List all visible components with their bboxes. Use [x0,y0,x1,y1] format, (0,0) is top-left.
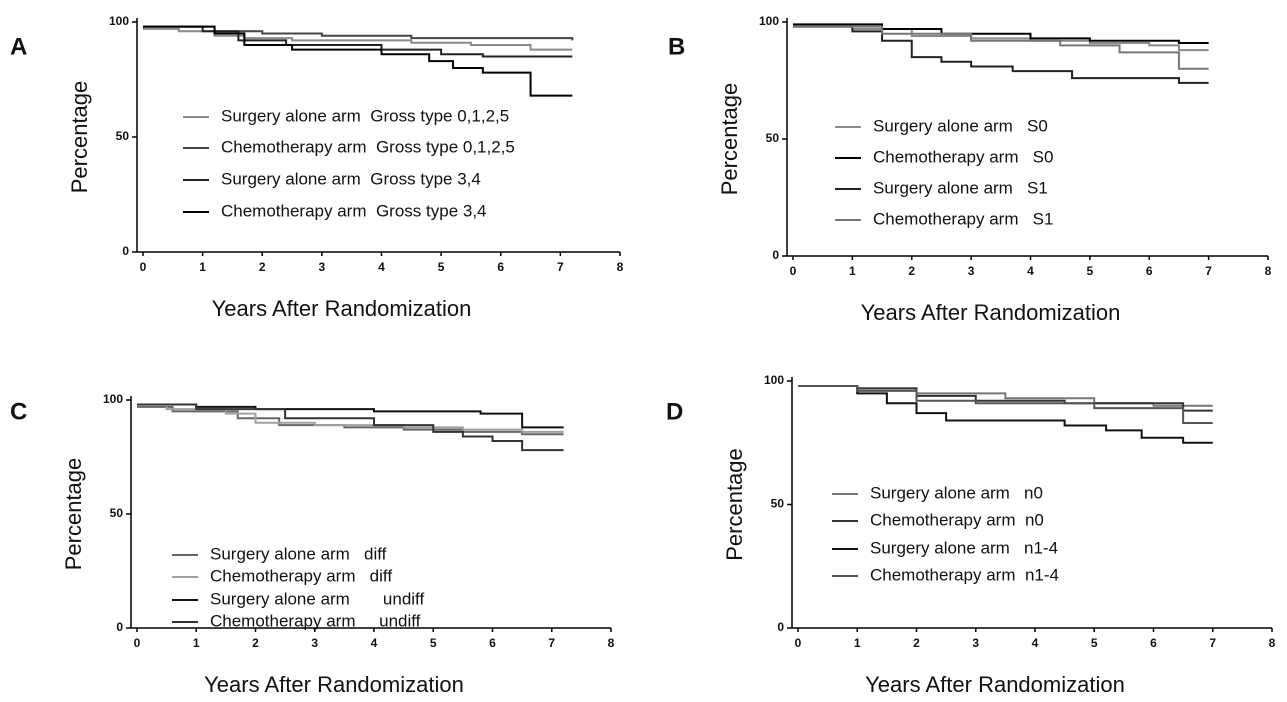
survival-curve [143,25,573,58]
y-tick-label: 100 [759,14,779,28]
x-tick-label: 6 [497,260,504,274]
x-tick-label: 5 [438,260,445,274]
x-tick-label: 3 [972,636,979,650]
survival-curve [798,384,1213,444]
legend-label: Chemotherapy arm S1 [873,209,1053,228]
legend-label: Surgery alone arm n0 [870,483,1043,502]
panel-label: D [666,398,683,425]
x-tick-label: 8 [1269,636,1276,650]
x-tick-label: 4 [371,636,378,650]
x-tick-label: 7 [548,636,555,650]
x-tick-label: 3 [968,264,975,278]
y-tick-label: 0 [772,248,779,262]
survival-curve [798,384,1213,424]
x-tick-label: 7 [1209,636,1216,650]
x-tick-label: 6 [1146,264,1153,278]
y-tick-label: 0 [116,620,123,634]
x-tick-label: 0 [140,260,147,274]
y-tick-label: 50 [771,497,785,511]
x-tick-label: 6 [489,636,496,650]
x-tick-label: 3 [319,260,326,274]
survival-curve [793,25,1209,52]
x-tick-label: 4 [378,260,385,274]
y-tick-label: 0 [777,620,784,634]
x-axis-title: Years After Randomization [865,672,1125,697]
legend-label: Surgery alone arm n1-4 [870,538,1058,557]
survival-curve [137,405,564,436]
y-tick-label: 0 [122,244,129,258]
y-axis-title: Percentage [67,81,92,194]
y-axis-title: Percentage [61,458,86,571]
legend-label: Surgery alone arm Gross type 3,4 [221,169,481,188]
legend-label: Chemotherapy arm Gross type 0,1,2,5 [221,137,515,156]
y-tick-label: 100 [764,373,784,387]
legend-label: Chemotherapy arm undiff [210,611,421,630]
legend-label: Surgery alone arm S1 [873,178,1048,197]
survival-curve [143,27,573,51]
x-tick-label: 8 [617,260,624,274]
y-tick-label: 100 [109,14,129,28]
y-axis-title: Percentage [717,83,742,196]
survival-curve [137,403,564,452]
legend-label: Chemotherapy arm n1-4 [870,565,1059,584]
survival-curve [137,403,564,429]
x-tick-label: 2 [259,260,266,274]
x-tick-label: 4 [1032,636,1039,650]
y-axis-title: Percentage [722,448,747,561]
x-tick-label: 4 [1027,264,1034,278]
x-tick-label: 0 [790,264,797,278]
x-tick-label: 2 [908,264,915,278]
x-tick-label: 1 [199,260,206,274]
x-tick-label: 1 [849,264,856,278]
x-tick-label: 5 [1091,636,1098,650]
x-tick-label: 0 [795,636,802,650]
y-tick-label: 50 [110,506,124,520]
x-tick-label: 2 [913,636,920,650]
y-tick-label: 100 [103,392,123,406]
panel-label: C [10,398,27,425]
survival-curve [143,25,573,97]
y-tick-label: 50 [116,129,130,143]
legend-label: Surgery alone arm S0 [873,116,1048,135]
legend-label: Chemotherapy arm n0 [870,510,1044,529]
legend-label: Surgery alone arm undiff [210,589,424,608]
x-tick-label: 0 [134,636,141,650]
x-tick-label: 3 [311,636,318,650]
legend-label: Surgery alone arm diff [210,544,387,563]
x-tick-label: 1 [193,636,200,650]
x-tick-label: 7 [1205,264,1212,278]
legend-label: Chemotherapy arm Gross type 3,4 [221,201,487,220]
x-tick-label: 5 [1087,264,1094,278]
x-tick-label: 6 [1150,636,1157,650]
x-axis-title: Years After Randomization [212,296,472,321]
panel-label: A [10,33,27,60]
survival-curve [143,25,574,41]
legend-label: Surgery alone arm Gross type 0,1,2,5 [221,106,509,125]
x-tick-label: 2 [252,636,259,650]
survival-curve [793,25,1209,70]
x-axis-title: Years After Randomization [204,672,464,697]
x-tick-label: 8 [608,636,615,650]
legend-label: Chemotherapy arm diff [210,566,392,585]
x-tick-label: 5 [430,636,437,650]
x-tick-label: 1 [854,636,861,650]
x-tick-label: 7 [557,260,564,274]
x-axis-title: Years After Randomization [861,300,1121,325]
y-tick-label: 50 [766,131,780,145]
x-tick-label: 8 [1265,264,1272,278]
survival-curve [793,25,1209,84]
legend-label: Chemotherapy arm S0 [873,147,1053,166]
panel-label: B [668,33,685,60]
